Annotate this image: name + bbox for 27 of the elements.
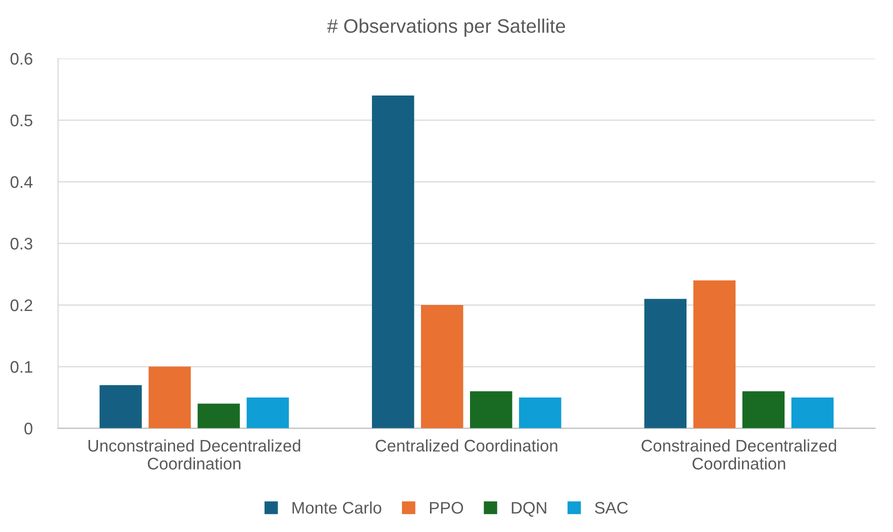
y-tick-label: 0.1 — [10, 361, 32, 373]
chart-title: # Observations per Satellite — [327, 18, 566, 37]
y-tick-label: 0 — [24, 422, 32, 434]
bar — [420, 305, 464, 428]
bar — [148, 366, 191, 428]
x-tick-label: Centralized Coordination — [376, 439, 558, 452]
y-tick-label: 0.4 — [10, 176, 33, 188]
bar — [791, 397, 834, 428]
y-tick-label: 0.5 — [10, 114, 32, 126]
y-tick-label: 0.2 — [10, 299, 32, 312]
bar — [519, 397, 562, 428]
legend-label: DQN — [512, 502, 546, 517]
bar — [372, 95, 414, 428]
bar — [470, 391, 512, 428]
x-tick-label: Constrained Decentralized Coordination — [642, 439, 836, 470]
y-tick-label: 0.3 — [10, 238, 32, 250]
bar — [644, 298, 687, 428]
x-tick-label: Unconstrained Decentralized Coordination — [88, 439, 300, 470]
bar — [198, 404, 240, 428]
bar — [693, 280, 736, 428]
bar — [742, 391, 785, 428]
bar — [246, 397, 289, 428]
bar — [100, 385, 142, 428]
y-tick-label: 0.6 — [10, 52, 32, 65]
legend-label: PPO — [430, 502, 464, 514]
legend-label: SAC — [594, 502, 628, 514]
legend-label: Monte Carlo — [292, 501, 382, 514]
